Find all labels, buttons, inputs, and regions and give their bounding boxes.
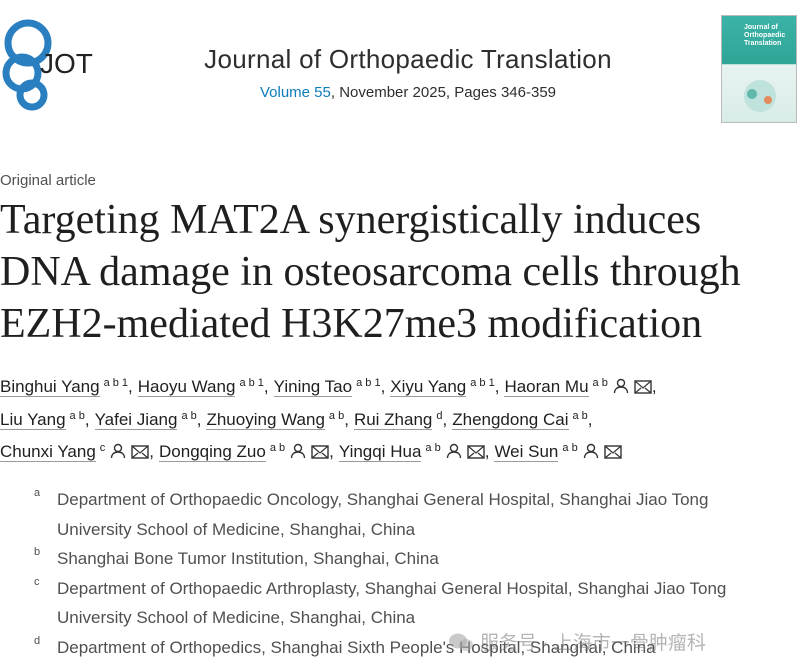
- author-name[interactable]: Yingqi Hua: [338, 442, 422, 462]
- email-icon[interactable]: [603, 445, 622, 459]
- email-icon[interactable]: [467, 445, 485, 459]
- author-affiliation-marks: c: [99, 442, 106, 454]
- cover-title: Journal of Orthopaedic Translation: [744, 24, 786, 47]
- author-affiliation-marks: a b: [269, 442, 286, 454]
- affiliation: d Department of Orthopedics, Shanghai Six…: [34, 633, 787, 663]
- author-separator: ,: [196, 409, 202, 429]
- affiliation-text: Shanghai Bone Tumor Institution, Shangha…: [57, 549, 439, 568]
- issue-line: Volume 55, November 2025, Pages 346-359: [0, 84, 801, 101]
- person-icon[interactable]: [446, 443, 462, 459]
- author-affiliation-marks: a b: [181, 409, 197, 422]
- affiliation-text: Department of Orthopaedic Oncology, Shan…: [57, 490, 709, 539]
- author-name[interactable]: Rui Zhang: [353, 409, 433, 430]
- affiliation-label: c: [34, 575, 40, 588]
- author-affiliation-marks: a b: [328, 409, 345, 422]
- affiliation-label: a: [34, 487, 41, 499]
- author-affiliation-marks: a b: [425, 442, 441, 454]
- affiliation-text: Department of Orthopedics, Shanghai Sixt…: [57, 637, 656, 657]
- author-separator: ,: [149, 442, 155, 461]
- author-name[interactable]: Zhengdong Cai: [452, 409, 569, 430]
- author-separator: ,: [380, 377, 386, 396]
- title-line: EZH2-mediated H3K27me3 modification: [0, 301, 703, 347]
- person-icon[interactable]: [583, 443, 599, 459]
- author-list: Binghui Yang a b 1, Haoyu Wang a b 1, Yining…: [0, 369, 801, 467]
- watermark: 服务号 · 上海市一骨肿瘤科: [448, 628, 706, 655]
- person-icon[interactable]: [290, 443, 306, 459]
- affiliation-list: a Department of Orthopaedic Oncology, Sha…: [34, 485, 794, 662]
- author-affiliation-marks: a b: [562, 442, 578, 454]
- author-name[interactable]: Binghui Yang: [0, 377, 100, 397]
- author-row: Chunxi Yang c, Dongqing Zuo a b, Yingqi Hua a…: [0, 434, 801, 467]
- affiliation: a Department of Orthopaedic Oncology, Sha…: [34, 485, 787, 544]
- author-separator: ,: [84, 409, 90, 429]
- author-separator: ,: [442, 409, 448, 429]
- author-separator: ,: [651, 377, 657, 396]
- author-separator: ,: [263, 377, 269, 396]
- author-affiliation-marks: a b 1: [239, 377, 264, 389]
- author-name[interactable]: Liu Yang: [0, 409, 66, 430]
- article-title: Targeting MAT2A synergistically induces …: [0, 194, 741, 350]
- email-icon[interactable]: [634, 380, 652, 394]
- author-affiliation-marks: a b 1: [356, 377, 381, 389]
- journal-title[interactable]: Journal of Orthopaedic Translation: [204, 44, 612, 74]
- author-separator: ,: [329, 442, 334, 461]
- issue-info: , November 2025, Pages 346-359: [330, 84, 557, 101]
- author-separator: ,: [484, 442, 490, 461]
- watermark-icon: [449, 633, 473, 651]
- email-icon[interactable]: [311, 445, 329, 459]
- watermark-text: 服务号 · 上海市一骨肿瘤科: [480, 633, 706, 654]
- affiliation: b Shanghai Bone Tumor Institution, Shangh…: [34, 544, 787, 574]
- person-icon[interactable]: [613, 378, 629, 394]
- affiliation-text: Department of Orthopaedic Arthroplasty, …: [57, 578, 727, 628]
- article-type: Original article: [0, 172, 96, 189]
- cover-art: [744, 80, 776, 112]
- volume-link[interactable]: Volume 55: [259, 84, 331, 101]
- author-name[interactable]: Wei Sun: [494, 442, 559, 462]
- author-affiliation-marks: d: [436, 409, 443, 422]
- affiliation: c Department of Orthopaedic Arthroplasty,…: [34, 574, 787, 633]
- author-row: Liu Yang a b, Yafei Jiang a b, Zhuoying Wang…: [0, 402, 801, 435]
- title-line: Targeting MAT2A synergistically induces: [0, 197, 702, 243]
- title-line: DNA damage in osteosarcoma cells through: [0, 249, 741, 295]
- author-affiliation-marks: a b: [69, 409, 85, 422]
- affiliation-label: b: [34, 546, 41, 558]
- author-affiliation-marks: a b: [572, 409, 588, 422]
- author-affiliation-marks: a b: [592, 377, 608, 389]
- person-icon[interactable]: [110, 443, 126, 459]
- author-name[interactable]: Dongqing Zuo: [159, 442, 266, 462]
- author-name[interactable]: Xiyu Yang: [390, 377, 467, 397]
- author-separator: ,: [494, 377, 500, 396]
- author-separator: ,: [344, 409, 349, 429]
- affiliation-label: d: [34, 634, 41, 647]
- author-separator: ,: [128, 377, 133, 396]
- author-affiliation-marks: a b 1: [103, 377, 129, 389]
- author-name[interactable]: Haoyu Wang: [137, 377, 236, 397]
- journal-logo: JOT: [2, 19, 93, 111]
- author-name[interactable]: Zhuoying Wang: [206, 409, 325, 430]
- email-icon[interactable]: [131, 445, 149, 459]
- author-affiliation-marks: a b 1: [470, 377, 495, 389]
- author-separator: ,: [587, 409, 593, 429]
- author-name[interactable]: Chunxi Yang: [0, 442, 96, 462]
- author-row: Binghui Yang a b 1, Haoyu Wang a b 1, Yining…: [0, 369, 801, 402]
- logo-text: JOT: [40, 48, 93, 79]
- author-name[interactable]: Yafei Jiang: [94, 409, 178, 430]
- author-name[interactable]: Haoran Mu: [504, 377, 589, 397]
- author-name[interactable]: Yining Tao: [273, 377, 353, 397]
- journal-cover[interactable]: Journal of Orthopaedic Translation: [721, 15, 797, 123]
